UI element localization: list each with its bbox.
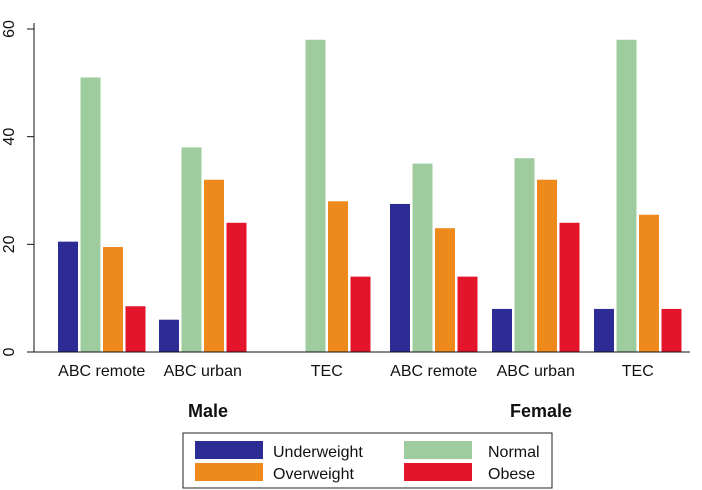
bar-underweight-male-abc-urban [159,319,179,352]
legend-swatch-underweight [195,441,263,459]
x-tick-label-male-tec: TEC [311,363,343,380]
bar-obese-female-abc-urban [559,222,580,352]
legend-label-normal: Normal [488,444,540,461]
x-tick-label-male-abc-remote: ABC remote [58,363,145,380]
legend-swatch-normal [404,441,472,459]
y-tick-label-20: 20 [1,235,18,253]
bar-normal-female-tec [616,39,637,353]
x-tick-label-female-tec: TEC [622,363,654,380]
bar-obese-female-tec [661,308,682,352]
bar-overweight-male-tec [328,201,348,352]
bar-normal-male-abc-urban [181,147,202,352]
bar-obese-male-abc-urban [226,222,247,352]
x-tick-label-male-abc-urban: ABC urban [164,363,242,380]
legend-label-obese: Obese [488,466,535,483]
bar-overweight-female-abc-urban [537,179,557,352]
bar-normal-male-tec [305,39,326,353]
legend: Underweight Normal Overweight Obese [182,432,553,489]
x-tick-label-female-abc-urban: ABC urban [497,363,575,380]
legend-swatch-obese [404,463,472,481]
bar-normal-female-abc-urban [514,158,535,352]
legend-label-overweight: Overweight [273,466,354,483]
bar-underweight-female-abc-remote [390,203,410,352]
bar-underweight-male-abc-remote [58,241,78,352]
y-tick-label-40: 40 [1,128,18,146]
y-axis: 0 20 40 60 [1,20,35,356]
group-label-female: Female [510,401,572,421]
bar-normal-male-abc-remote [80,77,101,352]
bar-obese-male-tec [350,276,371,352]
legend-swatch-overweight [195,463,263,481]
bar-underweight-female-tec [594,308,614,352]
bar-obese-female-abc-remote [457,276,478,352]
bar-obese-male-abc-remote [125,306,146,352]
bar-overweight-female-abc-remote [435,228,455,352]
bar-underweight-female-abc-urban [492,308,512,352]
x-tick-label-female-abc-remote: ABC remote [390,363,477,380]
x-axis: ABC remote ABC urban TEC ABC remote ABC urba… [34,351,690,421]
bars-layer [58,39,682,353]
legend-label-underweight: Underweight [273,444,363,461]
group-label-male: Male [188,401,228,421]
bar-normal-female-abc-remote [412,163,433,352]
bar-overweight-male-abc-urban [204,179,224,352]
y-tick-label-0: 0 [1,347,18,356]
y-tick-label-60: 60 [1,20,18,38]
bar-overweight-male-abc-remote [103,247,123,352]
bar-overweight-female-tec [639,214,659,352]
